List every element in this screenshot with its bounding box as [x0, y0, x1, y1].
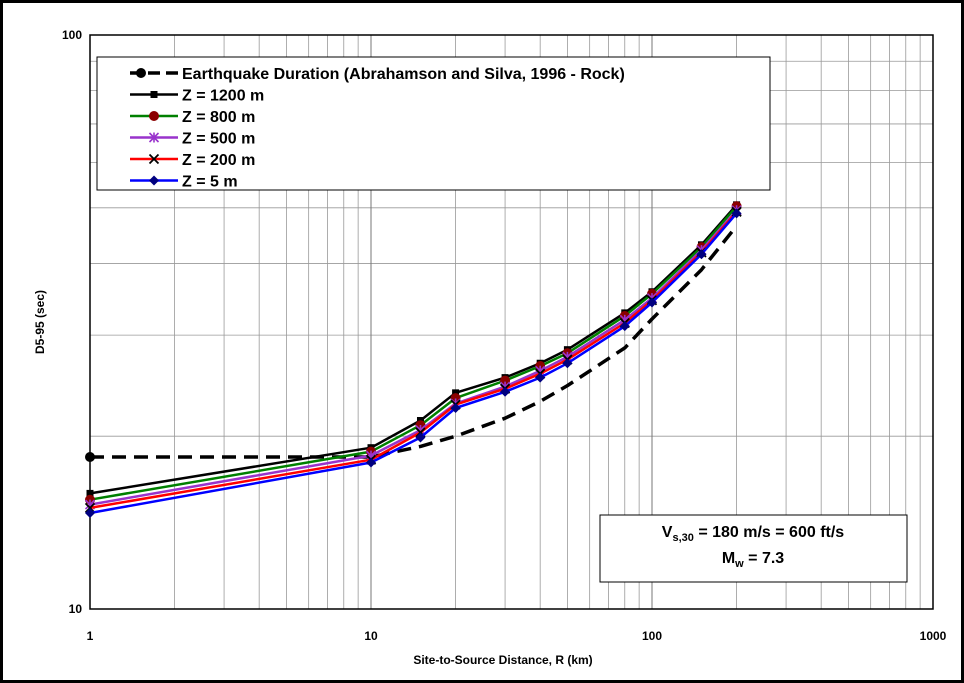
marker	[150, 91, 158, 98]
annotation-rest: = 180 m/s = 600 ft/s	[694, 524, 844, 541]
x-tick-label: 10	[364, 629, 378, 643]
marker	[366, 457, 376, 468]
legend-label: Z = 200 m	[182, 152, 255, 169]
marker	[647, 297, 657, 308]
marker	[149, 111, 159, 121]
marker	[86, 489, 94, 497]
marker	[136, 68, 146, 78]
x-tick-label: 1	[87, 629, 94, 643]
y-tick-label: 10	[69, 602, 83, 616]
marker	[450, 402, 461, 413]
annotation: Vs,30 = 180 m/s = 600 ft/s	[662, 524, 845, 544]
series-line	[90, 224, 738, 459]
annotation-sub: w	[734, 558, 744, 570]
marker	[85, 451, 95, 462]
annotation-sub: s,30	[672, 532, 693, 544]
marker	[619, 321, 630, 332]
legend-label: Z = 500 m	[182, 131, 255, 148]
x-axis-label: Site-to-Source Distance, R (km)	[413, 653, 592, 667]
legend-label: Z = 1200 m	[182, 88, 264, 105]
plot-border	[89, 34, 934, 610]
legend-label: Z = 5 m	[182, 174, 238, 191]
y-tick-label: 100	[62, 28, 82, 42]
marker	[148, 132, 160, 143]
legend-box	[96, 56, 771, 191]
marker	[500, 386, 511, 397]
marker	[535, 372, 546, 383]
marker	[84, 502, 96, 514]
y-axis-label: D5-95 (sec)	[33, 290, 47, 354]
legend: Earthquake Duration (Abrahamson and Silv…	[96, 56, 771, 191]
legend-label: Z = 800 m	[182, 109, 255, 126]
marker	[148, 153, 160, 165]
marker	[149, 175, 159, 186]
annotation: Mw = 7.3	[722, 550, 784, 570]
marker	[562, 358, 573, 369]
marker	[85, 507, 95, 518]
annotation-main: M	[722, 550, 735, 567]
legend-label: Earthquake Duration (Abrahamson and Silv…	[182, 66, 625, 83]
marker	[696, 249, 707, 260]
annotation-rest: = 7.3	[744, 550, 785, 567]
x-tick-label: 100	[642, 629, 662, 643]
marker	[452, 389, 460, 397]
annotation-box	[599, 514, 908, 583]
x-tick-label: 1000	[920, 629, 947, 643]
annotation-main: V	[662, 524, 673, 541]
marker	[415, 432, 426, 443]
marker	[731, 208, 742, 219]
